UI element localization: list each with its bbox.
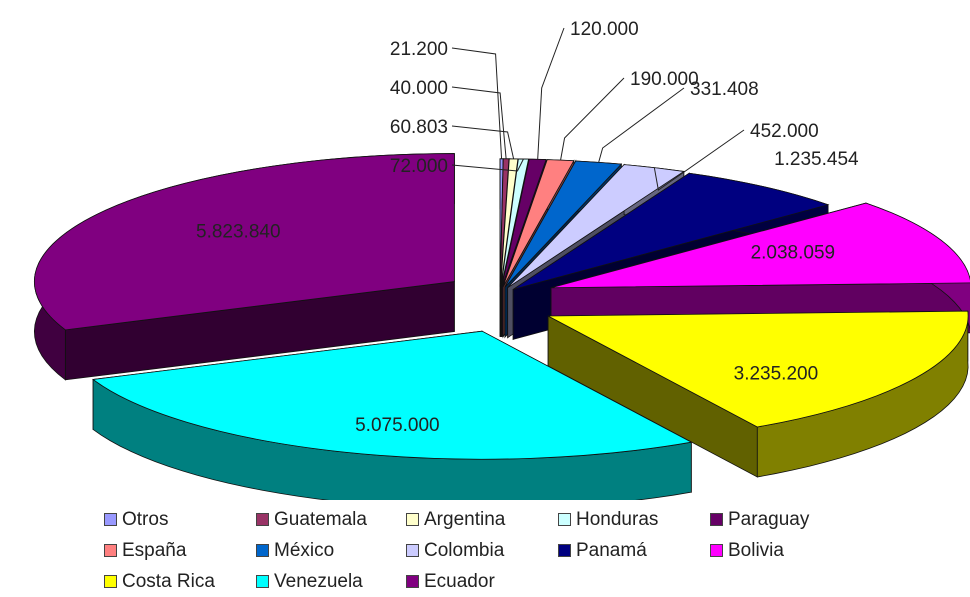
legend-label: Paraguay: [728, 508, 810, 530]
data-label-espana: 190.000: [630, 69, 699, 90]
leader-otros: [451, 47, 503, 159]
legend-swatch: [710, 544, 723, 557]
legend-item-paraguay: Paraguay: [710, 509, 862, 531]
legend-swatch: [406, 544, 419, 557]
legend-swatch: [256, 575, 269, 588]
legend-item-mexico: México: [256, 540, 406, 562]
data-label-costa-rica: 3.235.200: [734, 363, 819, 384]
slice-costa-rica: [547, 310, 969, 478]
legend-item-otros: Otros: [104, 509, 256, 531]
legend-swatch: [104, 544, 117, 557]
legend-label: Bolivia: [728, 539, 784, 561]
legend-label: Argentina: [424, 508, 506, 530]
data-label-mexico: 331.408: [690, 79, 759, 100]
slice-venezuela: [92, 330, 693, 500]
legend-item-venezuela: Venezuela: [256, 571, 406, 593]
leader-mexico: [598, 87, 685, 163]
legend-item-honduras: Honduras: [558, 509, 710, 531]
data-label-colombia: 452.000: [750, 121, 819, 142]
leader-paraguay: [537, 27, 565, 160]
leader-colombia: [653, 129, 745, 191]
legend-item-guatemala: Guatemala: [256, 509, 406, 531]
leader-honduras: [451, 158, 524, 172]
legend-item-ecuador: Ecuador: [406, 571, 558, 593]
legend-item-argentina: Argentina: [406, 509, 558, 531]
legend-swatch: [104, 575, 117, 588]
data-labels: 21.200 40.000 60.803 72.000 120.000 190.00033…: [196, 19, 859, 436]
legend-swatch: [256, 544, 269, 557]
data-label-argentina: 60.803: [390, 117, 448, 138]
legend-label: Venezuela: [274, 570, 363, 592]
legend-label: Panamá: [576, 539, 647, 561]
data-label-bolivia: 2.038.059: [751, 242, 836, 263]
pie-chart: 21.200 40.000 60.803 72.000 120.000 190.00033…: [33, 19, 970, 500]
legend-label: Guatemala: [274, 508, 367, 530]
data-label-guatemala: 40.000: [390, 78, 448, 99]
legend: Otros Guatemala Argentina Honduras Paraguay E…: [104, 504, 944, 597]
legend-label: Honduras: [576, 508, 659, 530]
legend-item-colombia: Colombia: [406, 540, 558, 562]
pie-slices: [33, 153, 970, 500]
legend-label: Ecuador: [424, 570, 495, 592]
data-label-venezuela: 5.075.000: [355, 415, 440, 436]
legend-label: Colombia: [424, 539, 505, 561]
legend-swatch: [558, 544, 571, 557]
leader-lines: [451, 27, 745, 191]
data-label-ecuador: 5.823.840: [196, 221, 281, 242]
data-label-honduras: 72.000: [390, 156, 448, 177]
data-label-otros: 21.200: [390, 39, 448, 60]
legend-item-espana: España: [104, 540, 256, 562]
legend-item-bolivia: Bolivia: [710, 540, 862, 562]
leader-espana: [560, 77, 625, 161]
legend-swatch: [558, 513, 571, 526]
legend-item-panama: Panamá: [558, 540, 710, 562]
data-label-paraguay: 120.000: [570, 19, 639, 40]
legend-label: México: [274, 539, 335, 561]
legend-swatch: [710, 513, 723, 526]
legend-label: Costa Rica: [122, 570, 215, 592]
legend-swatch: [104, 513, 117, 526]
leader-guatemala: [451, 86, 507, 159]
leader-argentina: [451, 125, 515, 159]
legend-label: España: [122, 539, 187, 561]
legend-item-costa-rica: Costa Rica: [104, 571, 256, 593]
legend-swatch: [406, 575, 419, 588]
legend-swatch: [256, 513, 269, 526]
legend-swatch: [406, 513, 419, 526]
data-label-panama: 1.235.454: [774, 149, 859, 170]
slice-ecuador: [33, 153, 455, 381]
legend-label: Otros: [122, 508, 169, 530]
